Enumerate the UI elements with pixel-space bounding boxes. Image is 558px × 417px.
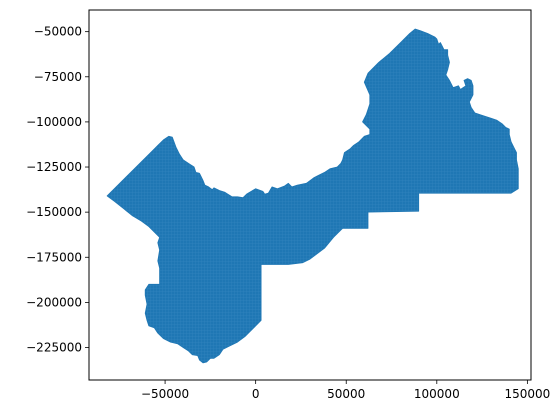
y-tick-label: −175000 (26, 250, 82, 264)
x-tick-label: 50000 (327, 387, 365, 401)
y-tick-label: −150000 (26, 205, 82, 219)
y-tick-label: −225000 (26, 341, 82, 355)
y-tick-label: −200000 (26, 295, 82, 309)
x-tick-label: 0 (252, 387, 260, 401)
x-axis: −50000 0 50000 100000 150000 (141, 380, 550, 401)
plot-area (106, 28, 519, 364)
y-tick-label: −125000 (26, 160, 82, 174)
region-polygon (106, 28, 519, 364)
y-tick-label: −75000 (34, 70, 82, 84)
x-tick-label: 100000 (414, 387, 460, 401)
x-tick-label: 150000 (504, 387, 550, 401)
x-tick-label: −50000 (141, 387, 189, 401)
y-tick-label: −50000 (34, 25, 82, 39)
axes-frame (88, 9, 532, 381)
y-axis: −50000 −75000 −100000 −125000 −150000 −175000… (26, 25, 89, 355)
y-tick-label: −100000 (26, 115, 82, 129)
